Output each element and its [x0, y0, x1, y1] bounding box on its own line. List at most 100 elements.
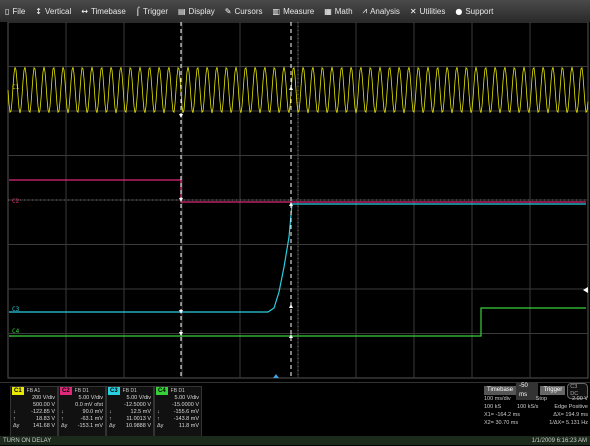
math-icon: ▦ [324, 6, 332, 16]
status-bar: TURN ON DELAY 1/1/2009 6:16:23 AM [0, 436, 590, 445]
channel-tag: FB D1 [74, 388, 89, 394]
menu-utilities[interactable]: ✕ Utilities [405, 0, 450, 22]
timebase-icon: ↔ [81, 6, 88, 16]
channel-box-c4[interactable]: C4 FB D1 5.00 V/div -15.0000 V ↓ -155.6 mV… [154, 386, 202, 438]
timebase-label[interactable]: Timebase [484, 386, 517, 395]
row-symbol: Δy [13, 423, 20, 429]
channel-value: -155.6 mV [173, 409, 199, 415]
timebase-panel[interactable]: Timebase -50 ms Trigger C3 DC 100 ms/div… [484, 381, 588, 427]
channel-tag: FB D1 [170, 388, 185, 394]
row-symbol: Δy [61, 423, 68, 429]
row-symbol: ↓ [157, 409, 160, 415]
menu-label: Measure [283, 6, 315, 16]
file-icon: ▯ [5, 6, 10, 16]
menu-math[interactable]: ▦ Math [319, 0, 357, 22]
menu-label: Support [465, 6, 494, 16]
cursor-x1: -164.2 ms [495, 412, 520, 418]
c3-trace-label: C3 [12, 306, 20, 313]
channel-box-c3[interactable]: C3 FB D1 5.00 V/div -12.5000 V ↓ 12.5 mV ↑… [106, 386, 154, 438]
c2-trace-label: C2 [12, 198, 20, 205]
row-symbol: ↑ [109, 416, 112, 422]
sample-rate: 100 kS/s [517, 404, 539, 410]
menu-label: Math [334, 6, 353, 16]
trigger-mode: C3 DC [567, 382, 588, 399]
c4-trace-label: C4 [12, 328, 20, 335]
measure-icon: ▥ [272, 6, 281, 16]
channel-value: -63.1 mV [80, 416, 103, 422]
channel-value: 10.9888 V [125, 423, 151, 429]
menu-file[interactable]: ▯ File [0, 0, 30, 22]
cursor-dx: 194.9 ms [565, 412, 588, 418]
menu-measure[interactable]: ▥ Measure [268, 0, 320, 22]
row-symbol: ↓ [109, 409, 112, 415]
waveform-grid [7, 22, 589, 379]
menu-label: Timebase [90, 6, 126, 16]
row-symbol: ↑ [13, 416, 16, 422]
utilities-icon: ✕ [409, 6, 417, 16]
menu-support[interactable]: ● Support [450, 0, 498, 22]
channel-offset: -12.5000 V [124, 402, 151, 408]
analysis-icon: ⩘ [362, 6, 368, 15]
cursor-marker-up-icon [289, 86, 293, 90]
support-icon: ● [455, 6, 463, 16]
x1-label: X1= [484, 412, 494, 418]
trigger-position-icon [273, 374, 279, 378]
menu-label: Cursors [234, 6, 263, 16]
trigger-icon: ⌠ [135, 6, 140, 16]
row-symbol: ↑ [157, 416, 160, 422]
c3-waveform [9, 203, 586, 313]
menu-label: Trigger [142, 6, 168, 16]
menu-label: Utilities [419, 6, 446, 16]
waveform-display[interactable]: C1 C2 C3 C4 [0, 22, 590, 382]
channel-badge: C3 [108, 387, 120, 395]
c4-waveform [9, 307, 586, 337]
menu-timebase[interactable]: ↔ Timebase [76, 0, 131, 22]
c1-waveform [7, 66, 589, 114]
channel-value: 18.83 V [36, 416, 55, 422]
channel-vdiv: 200 V/div [32, 395, 55, 401]
trigger-level: 2.00 V [572, 396, 588, 402]
row-symbol: ↓ [13, 409, 16, 415]
c1-trace-label: C1 [12, 84, 20, 91]
channel-offset: 500.00 V [32, 402, 55, 408]
channel-tag: FB D1 [122, 388, 137, 394]
cursor-marker-up-icon [289, 202, 293, 206]
channel-info-panel: C1 FB A1 200 V/div 500.00 V ↓ -122.85 V ↑ 1… [0, 381, 590, 446]
menu-analysis[interactable]: ⩘ Analysis [358, 0, 405, 22]
channel-box-c2[interactable]: C2 FB D1 5.00 V/div 0.0 mV ofst ↓ 90.0 mV … [58, 386, 106, 438]
cursor-marker-up-icon [289, 334, 293, 338]
cursor-marker-down-icon [179, 332, 183, 336]
row-symbol: Δy [157, 423, 164, 429]
menu-display[interactable]: ▤ Display [173, 0, 220, 22]
menu-trigger[interactable]: ⌠ Trigger [131, 0, 173, 22]
cursor-marker-down-icon [179, 310, 183, 314]
channel-value: 11.8 mV [178, 423, 199, 429]
trigger-label[interactable]: Trigger [540, 386, 566, 395]
channel-vdiv: 5.00 V/div [174, 395, 199, 401]
channel-value: 141.68 V [32, 423, 55, 429]
channel-badge: C4 [156, 387, 168, 395]
dx-label: ΔX= [553, 412, 564, 418]
display-icon: ▤ [177, 6, 186, 16]
row-symbol: ↑ [61, 416, 64, 422]
channel-value: -143.8 mV [173, 416, 199, 422]
sample-count: 100 kS [484, 404, 502, 410]
status-datetime: 1/1/2009 6:16:23 AM [531, 437, 587, 444]
menu-label: Vertical [45, 6, 72, 16]
cursor-marker-down-icon [179, 114, 183, 118]
channel-badge: C1 [12, 387, 24, 395]
channel-value: -122.85 V [31, 409, 55, 415]
cursors-icon: ✎ [224, 6, 232, 16]
cursor-x2: 30.70 ms [495, 420, 519, 426]
menu-vertical[interactable]: ↕ Vertical [30, 0, 76, 22]
channel-badge: C2 [60, 387, 72, 395]
channel-vdiv: 5.00 V/div [126, 395, 151, 401]
trigger-type: Edge Positive [554, 404, 588, 410]
menu-label: Display [188, 6, 215, 16]
channel-box-c1[interactable]: C1 FB A1 200 V/div 500.00 V ↓ -122.85 V ↑ 1… [10, 386, 58, 438]
idx-label: 1/ΔX= [549, 420, 565, 426]
x2-label: X2= [484, 420, 494, 426]
cursor-marker-up-icon [289, 304, 293, 308]
menu-cursors[interactable]: ✎ Cursors [220, 0, 268, 22]
row-symbol: Δy [109, 423, 116, 429]
